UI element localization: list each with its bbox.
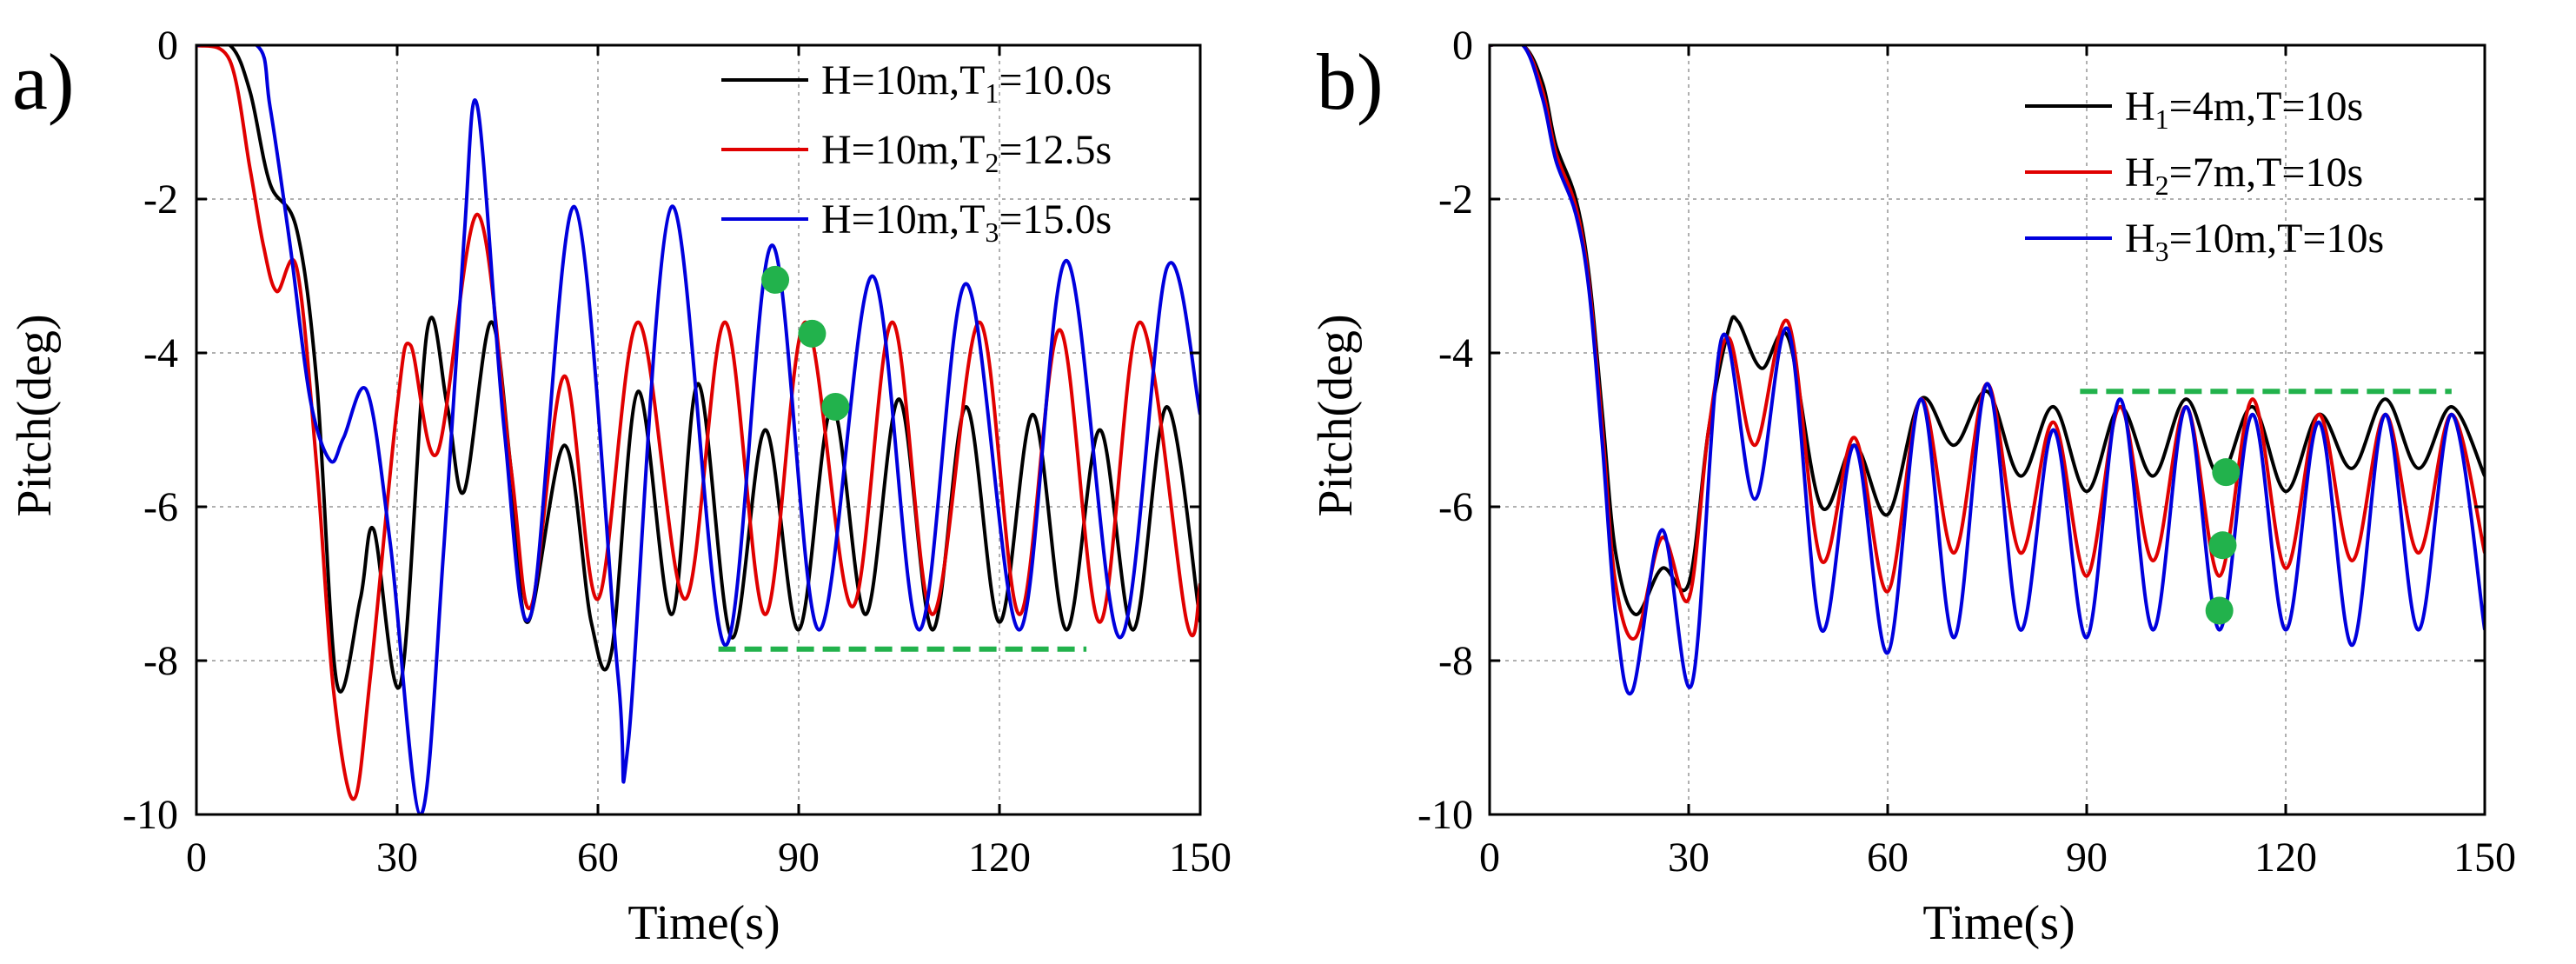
panel-b-legend-entry-2: H2=7m,T=10s	[2125, 150, 2363, 201]
panel-a-axes-frame	[195, 43, 1202, 816]
panel-a-xtick: 120	[968, 834, 1031, 881]
panel-b-ytick: 0	[1452, 23, 1473, 69]
panel-b-yticks: 0 -2 -4 -6 -8 -10	[1417, 23, 1473, 838]
panel-b-series-line-2	[1490, 45, 2485, 641]
panel-a-xtick: 0	[186, 834, 207, 881]
panel-a-highlight-point	[821, 392, 850, 421]
panel-a-highlight-point	[798, 319, 827, 348]
panel-a-plot-area	[195, 43, 1202, 816]
panel-b-series-line-3	[1490, 45, 2485, 695]
panel-b-xtick: 0	[1479, 834, 1500, 881]
panel-b-ylabel: Pitch(deg)	[1309, 314, 1363, 516]
panel-a-xtick: 60	[577, 834, 619, 881]
panel-b-axes-frame	[1488, 43, 2486, 816]
panel-a-series-line-3	[196, 45, 1200, 814]
panel-a-xtick: 150	[1169, 834, 1232, 881]
panel-b-ytick: -4	[1438, 330, 1473, 376]
panel-b-legend-entry-3: H3=10m,T=10s	[2125, 216, 2384, 267]
panel-a-ytick: -2	[143, 176, 178, 223]
panel-b-highlight-point	[2212, 458, 2241, 487]
panel-b-ytick: -2	[1438, 176, 1473, 223]
panel-a-legend-entry-3: H=10m,T3=15.0s	[821, 196, 1112, 248]
panel-b-highlight-point	[2205, 596, 2234, 625]
panel-a-ylabel: Pitch(deg)	[8, 314, 62, 516]
panel-a-highlight-point	[761, 265, 790, 294]
panel-a-ytick: -8	[143, 638, 178, 684]
panel-b-xlabel: Time(s)	[1922, 896, 2075, 950]
panel-a: a) Pitch(deg) Time(s) 0 -2 -4 -6 -8 -10 …	[8, 23, 1232, 950]
panel-a-xticks: 0 30 60 90 120 150	[186, 834, 1232, 881]
panel-b-xtick: 60	[1867, 834, 1909, 881]
panel-a-series-group	[196, 45, 1200, 814]
panel-b-legend-entry-1: H1=4m,T=10s	[2125, 83, 2363, 135]
panel-a-ytick: -4	[143, 330, 178, 376]
panel-a-label: a)	[12, 37, 74, 126]
panel-b: b) Pitch(deg) Time(s) 0 -2 -4 -6 -8 -10 …	[1309, 23, 2516, 950]
panel-b-highlight-point	[2208, 531, 2237, 560]
panel-a-legend-entry-1: H=10m,T1=10.0s	[821, 57, 1112, 109]
panel-a-xtick: 90	[778, 834, 820, 881]
panel-a-xlabel: Time(s)	[627, 896, 780, 950]
panel-b-label: b)	[1317, 37, 1384, 126]
panel-b-background	[1490, 45, 2485, 814]
panel-b-xtick: 90	[2066, 834, 2108, 881]
panel-a-ytick: -10	[123, 792, 178, 838]
panel-a-yticks: 0 -2 -4 -6 -8 -10	[123, 23, 178, 838]
panel-a-legend: H=10m,T1=10.0s H=10m,T2=12.5s H=10m,T3=1…	[721, 57, 1112, 248]
panel-a-legend-entry-2: H=10m,T2=12.5s	[821, 127, 1112, 178]
panel-b-xtick: 120	[2254, 834, 2317, 881]
panel-b-xtick: 30	[1668, 834, 1710, 881]
panel-a-series-line-2	[196, 45, 1200, 801]
panel-b-legend: H1=4m,T=10s H2=7m,T=10s H3=10m,T=10s	[2025, 83, 2384, 267]
panel-b-plot-area	[1488, 43, 2486, 816]
panel-b-ytick: -8	[1438, 638, 1473, 684]
panel-b-xtick: 150	[2453, 834, 2516, 881]
panel-b-xticks: 0 30 60 90 120 150	[1479, 834, 2516, 881]
panel-a-ytick: 0	[157, 23, 178, 69]
panel-a-series-line-1	[196, 45, 1200, 694]
panel-b-series-group	[1490, 45, 2485, 695]
panel-a-ytick: -6	[143, 484, 178, 530]
panel-b-ytick: -10	[1417, 792, 1473, 838]
panel-a-xtick: 30	[376, 834, 418, 881]
panel-b-ytick: -6	[1438, 484, 1473, 530]
